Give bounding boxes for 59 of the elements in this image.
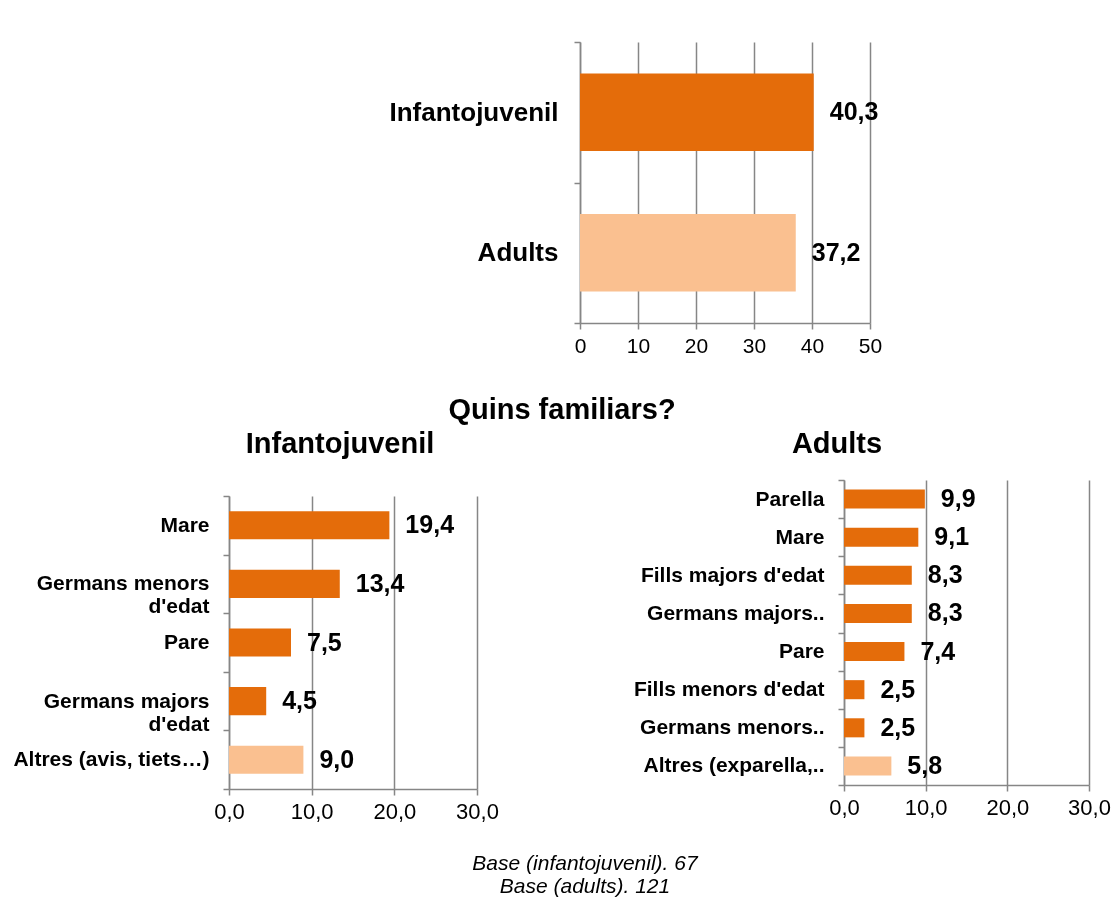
x-tick-label: 30,0 [1068, 794, 1111, 820]
data-label: 13,4 [355, 568, 405, 597]
text: Base (adults). 121 [499, 874, 671, 897]
bar [844, 527, 919, 547]
y-tick-label: Pare [778, 639, 825, 663]
data-label: 2,5 [880, 712, 916, 741]
y-tick-label: Germans majors.. [647, 600, 825, 624]
data-label: 9,0 [319, 744, 355, 773]
x-tick-label: 10,0 [904, 794, 948, 820]
text: Quins familiars? [448, 393, 676, 425]
x-tick-label: 30 [742, 333, 767, 357]
x-tick-label: 20 [684, 333, 709, 357]
x-tick-label: 50 [858, 333, 883, 357]
data-label: 8,3 [927, 560, 963, 589]
data-label: 8,3 [927, 598, 963, 627]
bar [844, 642, 905, 662]
y-tick-label: Pare [163, 630, 210, 653]
data-label: 7,4 [920, 636, 956, 665]
y-tick-label: Parella [755, 486, 825, 510]
text: Base (infantojuvenil). 67 [472, 851, 699, 874]
y-tick-label: Mare [160, 512, 210, 536]
bar [844, 603, 912, 623]
bar [844, 756, 892, 776]
x-tick-label: 0,0 [829, 794, 860, 820]
data-label: 4,5 [282, 686, 318, 715]
bar [229, 569, 340, 598]
y-tick-label: Germans majors d'edat [43, 688, 210, 735]
bar [229, 628, 291, 657]
x-tick-label: 20,0 [373, 798, 417, 824]
bar [844, 680, 865, 700]
data-label: 2,5 [880, 674, 916, 703]
data-label: 5,8 [907, 750, 943, 779]
data-label: 40,3 [829, 97, 879, 126]
bar [844, 489, 925, 509]
bar [229, 745, 304, 774]
x-tick-label: 30,0 [456, 798, 499, 824]
data-label: 37,2 [811, 237, 861, 266]
y-tick-label: Fills menors d'edat [633, 677, 825, 701]
data-label: 19,4 [405, 510, 455, 539]
bar [229, 687, 267, 716]
data-label: 7,5 [307, 627, 342, 656]
x-tick-label: 20,0 [986, 794, 1030, 820]
x-tick-label: 40 [800, 333, 825, 357]
x-tick-label: 0,0 [214, 798, 245, 824]
y-tick-label: Mare [775, 524, 825, 548]
bar [229, 511, 390, 540]
y-tick-label: Altres (avis, tiets…) [13, 747, 210, 771]
y-tick-label: Altres (exparella,.. [643, 753, 825, 777]
data-label: 9,1 [934, 522, 970, 551]
y-tick-label: Germans menors d'edat [36, 571, 210, 618]
y-tick-label: Fills majors d'edat [640, 562, 825, 586]
y-tick-label: Germans menors.. [640, 715, 825, 739]
x-tick-label: 10,0 [290, 798, 334, 824]
x-tick-label: 10 [626, 333, 651, 357]
data-label: 9,9 [940, 484, 976, 513]
bar [844, 565, 912, 585]
x-tick-label: 0 [574, 333, 587, 357]
bar [844, 718, 865, 738]
chart-title: Infantojuvenil [245, 427, 435, 459]
